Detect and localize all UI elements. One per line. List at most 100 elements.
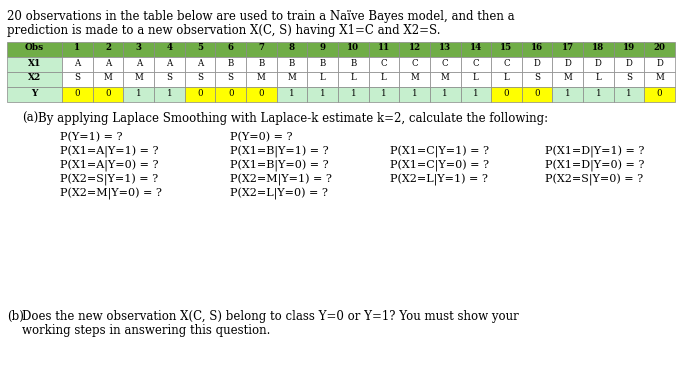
- Bar: [522, 42, 552, 57]
- Text: P(X1=D|Y=0) = ?: P(X1=D|Y=0) = ?: [545, 160, 644, 172]
- Text: 5: 5: [197, 43, 203, 53]
- Bar: [7, 72, 62, 87]
- Text: 15: 15: [501, 43, 513, 53]
- Bar: [552, 87, 583, 102]
- Bar: [614, 42, 644, 57]
- Text: 16: 16: [531, 43, 543, 53]
- Text: M: M: [288, 73, 297, 82]
- Text: S: S: [534, 73, 540, 82]
- Bar: [460, 72, 491, 87]
- Text: P(X1=D|Y=1) = ?: P(X1=D|Y=1) = ?: [545, 146, 644, 158]
- Bar: [368, 57, 399, 72]
- Bar: [644, 42, 675, 57]
- Bar: [552, 72, 583, 87]
- Text: 0: 0: [657, 88, 662, 97]
- Bar: [62, 42, 93, 57]
- Text: 0: 0: [105, 88, 111, 97]
- Bar: [216, 57, 246, 72]
- Text: A: A: [74, 58, 80, 68]
- Text: 0: 0: [534, 88, 540, 97]
- Bar: [583, 72, 614, 87]
- Bar: [552, 42, 583, 57]
- Text: D: D: [534, 58, 541, 68]
- Text: 1: 1: [412, 88, 417, 97]
- Bar: [93, 87, 123, 102]
- Text: L: L: [595, 73, 602, 82]
- Text: 1: 1: [626, 88, 632, 97]
- Bar: [277, 42, 308, 57]
- Bar: [583, 42, 614, 57]
- Text: 9: 9: [320, 43, 325, 53]
- Bar: [491, 87, 522, 102]
- Text: 1: 1: [473, 88, 479, 97]
- Text: 18: 18: [592, 43, 604, 53]
- Text: M: M: [104, 73, 113, 82]
- Bar: [399, 42, 430, 57]
- Text: X2: X2: [28, 73, 41, 82]
- Text: 19: 19: [623, 43, 635, 53]
- Bar: [185, 42, 216, 57]
- Text: L: L: [503, 73, 509, 82]
- Text: M: M: [655, 73, 664, 82]
- Text: P(X1=B|Y=1) = ?: P(X1=B|Y=1) = ?: [230, 146, 329, 158]
- Bar: [614, 72, 644, 87]
- Bar: [368, 87, 399, 102]
- Text: P(X2=M|Y=0) = ?: P(X2=M|Y=0) = ?: [60, 188, 162, 200]
- Text: B: B: [319, 58, 326, 68]
- Text: L: L: [381, 73, 387, 82]
- Bar: [154, 72, 185, 87]
- Bar: [7, 42, 62, 57]
- Bar: [308, 87, 338, 102]
- Text: 0: 0: [228, 88, 233, 97]
- Text: P(X1=A|Y=1) = ?: P(X1=A|Y=1) = ?: [60, 146, 158, 158]
- Text: 4: 4: [166, 43, 173, 53]
- Text: P(X2=S|Y=0) = ?: P(X2=S|Y=0) = ?: [545, 174, 643, 186]
- Bar: [614, 57, 644, 72]
- Text: 2: 2: [105, 43, 111, 53]
- Bar: [246, 72, 277, 87]
- Text: 20 observations in the table below are used to train a Naïve Bayes model, and th: 20 observations in the table below are u…: [7, 10, 515, 23]
- Text: 10: 10: [347, 43, 359, 53]
- Bar: [338, 72, 368, 87]
- Text: 17: 17: [562, 43, 574, 53]
- Text: 7: 7: [258, 43, 265, 53]
- Text: X1: X1: [28, 58, 42, 68]
- Bar: [62, 87, 93, 102]
- Text: working steps in answering this question.: working steps in answering this question…: [22, 324, 270, 337]
- Text: P(X1=A|Y=0) = ?: P(X1=A|Y=0) = ?: [60, 160, 158, 172]
- Bar: [185, 57, 216, 72]
- Text: P(X1=C|Y=0) = ?: P(X1=C|Y=0) = ?: [390, 160, 489, 172]
- Text: C: C: [411, 58, 418, 68]
- Bar: [430, 42, 460, 57]
- Text: B: B: [258, 58, 265, 68]
- Bar: [399, 87, 430, 102]
- Bar: [154, 57, 185, 72]
- Bar: [216, 87, 246, 102]
- Text: A: A: [197, 58, 203, 68]
- Text: B: B: [350, 58, 357, 68]
- Text: L: L: [320, 73, 325, 82]
- Text: S: S: [74, 73, 80, 82]
- Text: 12: 12: [409, 43, 421, 53]
- Text: P(X1=C|Y=1) = ?: P(X1=C|Y=1) = ?: [390, 146, 489, 158]
- Text: 1: 1: [381, 88, 387, 97]
- Bar: [491, 72, 522, 87]
- Text: 6: 6: [228, 43, 234, 53]
- Bar: [430, 57, 460, 72]
- Bar: [7, 87, 62, 102]
- Text: 0: 0: [258, 88, 264, 97]
- Bar: [644, 87, 675, 102]
- Text: By applying Laplace Smoothing with Laplace-k estimate k=2, calculate the followi: By applying Laplace Smoothing with Lapla…: [38, 112, 548, 125]
- Bar: [522, 72, 552, 87]
- Bar: [7, 57, 62, 72]
- Bar: [123, 42, 154, 57]
- Bar: [522, 87, 552, 102]
- Text: P(Y=0) = ?: P(Y=0) = ?: [230, 132, 293, 142]
- Text: 1: 1: [289, 88, 295, 97]
- Bar: [246, 57, 277, 72]
- Text: P(X2=L|Y=1) = ?: P(X2=L|Y=1) = ?: [390, 174, 488, 186]
- Bar: [277, 57, 308, 72]
- Text: A: A: [136, 58, 142, 68]
- Bar: [308, 72, 338, 87]
- Bar: [123, 57, 154, 72]
